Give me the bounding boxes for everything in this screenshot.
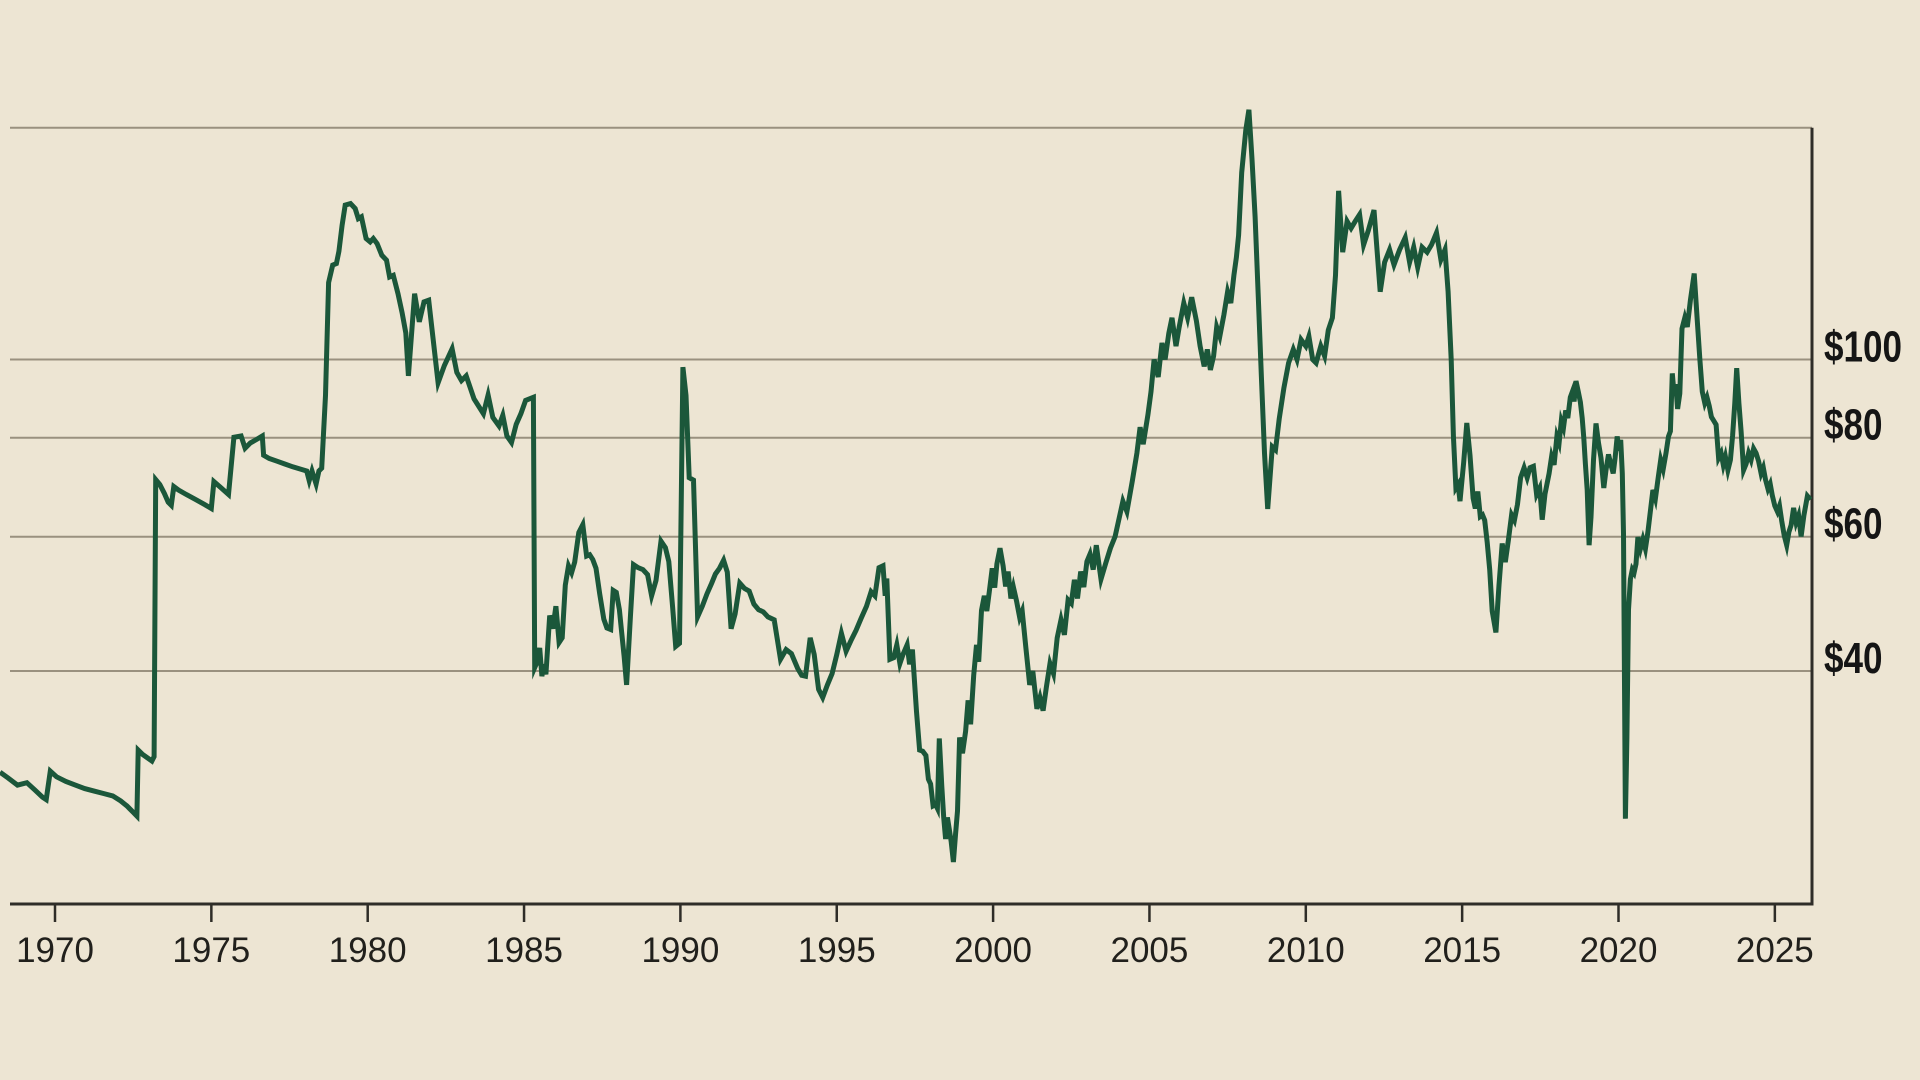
y-axis-label-40: $40	[1824, 634, 1883, 683]
x-tick-label-2005: 2005	[1111, 931, 1189, 970]
x-tick-label-2015: 2015	[1423, 931, 1501, 970]
x-tick-label-2000: 2000	[954, 931, 1032, 970]
y-axis-label-60: $60	[1824, 500, 1883, 549]
x-tick-label-1975: 1975	[172, 931, 250, 970]
x-tick-label-1970: 1970	[16, 931, 94, 970]
x-tick-label-1990: 1990	[641, 931, 719, 970]
x-tick-label-1985: 1985	[485, 931, 563, 970]
y-axis-label-80: $80	[1824, 401, 1883, 450]
x-tick-label-2010: 2010	[1267, 931, 1345, 970]
x-tick-label-1995: 1995	[798, 931, 876, 970]
x-tick-label-1980: 1980	[329, 931, 407, 970]
x-tick-label-2025: 2025	[1736, 931, 1814, 970]
y-axis-label-100: $100	[1824, 323, 1902, 372]
price-line	[0, 109, 1813, 863]
x-tick-label-2020: 2020	[1580, 931, 1658, 970]
